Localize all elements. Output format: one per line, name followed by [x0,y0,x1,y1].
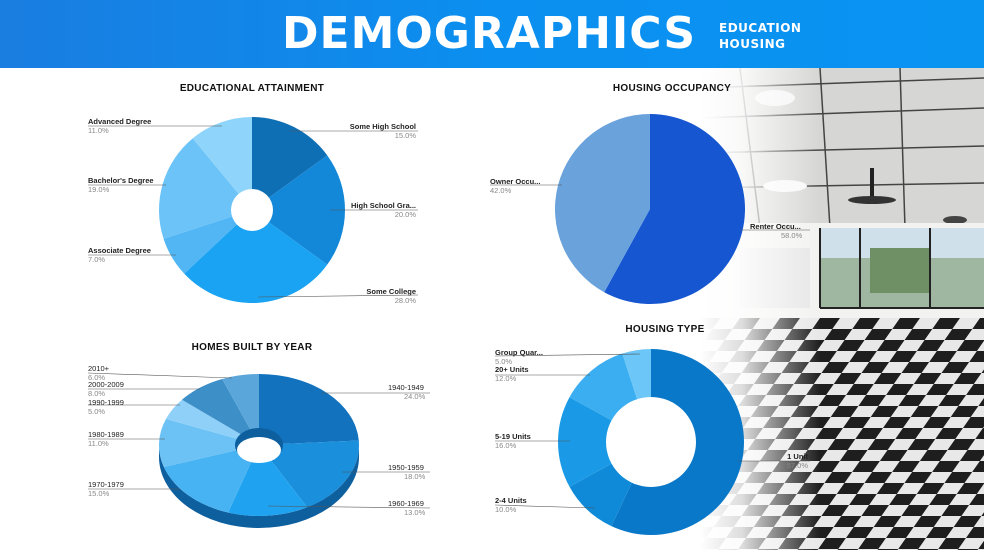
hb-slice-4 [159,418,259,467]
hb-leader-line [87,372,233,379]
edu-slice-1 [252,155,345,265]
ht-label-0: 1 Unit [787,452,808,461]
hb-slice-1 [259,440,359,508]
edu-pct-2: 28.0% [395,296,417,305]
edu-leader-line [257,294,419,298]
ht-leader-line [494,353,641,357]
header-subtitles: EDUCATION HOUSING [719,20,801,52]
edu-label-1: High School Gra... [351,201,416,210]
hb-leader-line [267,505,431,509]
occ-labels: Renter Occu... 58.0% Owner Occu... 42.0% [490,177,810,240]
occ-slice-0 [604,114,745,304]
hb-label-6: 2000-2009 [88,380,124,389]
ht-label-2: 5-19 Units [495,432,531,441]
hb-slice-3 [163,445,259,513]
chart-housing-occupancy: HOUSING OCCUPANCY Renter Occu... 58.0% O… [490,83,810,304]
page-title: DEMOGRAPHICS [282,8,697,59]
ht-leader-line [494,504,596,509]
ht-pct-1: 10.0% [495,505,517,514]
chart-title-occupancy: HOUSING OCCUPANCY [613,83,731,94]
chart-homes-built: HOMES BUILT BY YEAR 1940-1949 24.0% 1950… [87,342,431,528]
edu-label-2: Some College [366,287,416,296]
subtitle-education: EDUCATION [719,21,802,35]
header-banner: DEMOGRAPHICS EDUCATION HOUSING [0,0,984,68]
hb-label-5: 1990-1999 [88,398,124,407]
edu-slice-5 [192,117,252,210]
edu-label-4: Bachelor's Degree [88,176,154,185]
hb-slice-0 [259,374,359,445]
hb-slices [159,374,359,528]
occ-label-1: Owner Occu... [490,177,540,186]
edu-slice-4 [159,138,252,239]
subtitle-housing: HOUSING [719,37,786,51]
ht-pct-0: 57.0% [787,461,809,470]
occ-slice-1 [555,114,650,293]
occ-label-0: Renter Occu... [750,222,801,231]
hb-pct-0: 24.0% [404,392,426,401]
edu-label-5: Advanced Degree [88,117,151,126]
ht-label-3: 20+ Units [495,365,529,374]
hb-label-3: 1970-1979 [88,480,124,489]
ht-label-4: Group Quar... [495,348,543,357]
ht-pct-2: 16.0% [495,441,517,450]
hb-pct-4: 11.0% [88,439,109,448]
hb-label-4: 1980-1989 [88,430,124,439]
hb-side-wall [159,445,359,528]
hb-donut-hole [237,437,281,463]
chart-title-homes-built: HOMES BUILT BY YEAR [192,342,313,353]
chart-housing-type: HOUSING TYPE 1 Unit 57.0% 2-4 Units 10.0… [494,324,810,535]
hb-labels: 1940-1949 24.0% 1950-1959 18.0% 1960-196… [87,364,431,517]
ht-labels: 1 Unit 57.0% 2-4 Units 10.0% 5-19 Units … [494,348,810,514]
edu-slice-2 [184,210,328,303]
edu-slices [159,117,345,303]
ht-donut-hole [606,397,696,487]
hb-label-0: 1940-1949 [388,383,424,392]
chart-title-education: EDUCATIONAL ATTAINMENT [180,83,324,94]
hb-pct-6: 8.0% [88,389,105,398]
hb-slice-2 [228,445,308,516]
chart-title-housing-type: HOUSING TYPE [625,324,704,335]
hb-pct-1: 18.0% [404,472,426,481]
edu-pct-0: 15.0% [395,131,417,140]
hb-pct-5: 5.0% [88,407,105,416]
hb-label-1: 1950-1959 [388,463,424,472]
edu-slice-0 [252,117,328,210]
hb-pct-3: 15.0% [88,489,110,498]
ht-label-1: 2-4 Units [495,496,527,505]
occ-pct-1: 42.0% [490,186,512,195]
chart-educational-attainment: EDUCATIONAL ATTAINMENT Some High School … [88,83,419,305]
ht-pct-4: 5.0% [495,357,512,366]
edu-donut-hole [231,189,273,231]
edu-label-0: Some High School [350,122,416,131]
edu-label-3: Associate Degree [88,246,151,255]
hb-pct-2: 13.0% [404,508,426,517]
occ-slices [555,114,745,304]
edu-pct-1: 20.0% [395,210,417,219]
hb-slice-6 [181,378,259,445]
ht-slice-2 [558,397,651,487]
hb-slice-5 [166,399,259,445]
occ-pct-0: 58.0% [781,231,803,240]
hb-label-2: 1960-1969 [388,499,424,508]
edu-labels: Some High School 15.0% High School Gra..… [88,117,419,305]
edu-slice-3 [163,210,252,274]
hb-pct-7: 6.0% [88,373,105,382]
hb-slice-7 [222,374,259,445]
hb-label-7: 2010+ [88,364,110,373]
ht-pct-3: 12.0% [495,374,517,383]
edu-pct-4: 19.0% [88,185,110,194]
edu-pct-3: 7.0% [88,255,105,264]
edu-pct-5: 11.0% [88,126,109,135]
